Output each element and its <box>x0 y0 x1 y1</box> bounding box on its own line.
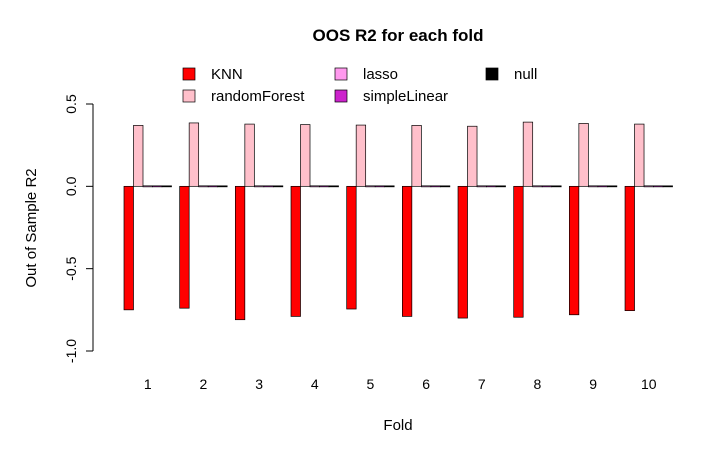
bar-null-fold-2 <box>217 185 228 188</box>
legend-swatch-lasso <box>334 67 348 81</box>
bar-KNN-fold-3 <box>234 185 246 321</box>
bar-KNN-fold-4 <box>290 185 301 317</box>
y-tick-label: -0.5 <box>63 256 79 280</box>
y-tick-label: -1.0 <box>63 339 79 363</box>
bar-simpleLinear-fold-7 <box>486 185 497 188</box>
legend: KNN randomForest lasso simpleLinear null <box>182 66 537 105</box>
x-tick-label: 4 <box>311 376 319 392</box>
bar-KNN-fold-10 <box>624 185 635 312</box>
x-axis-label: Fold <box>383 417 412 434</box>
legend-swatch-simpleLinear <box>334 89 348 103</box>
bar-simpleLinear-fold-8 <box>541 185 553 188</box>
bar-null-fold-8 <box>551 185 562 188</box>
legend-swatch-null <box>485 67 499 81</box>
bar-randomForest-fold-4 <box>300 124 311 187</box>
chart-title: OOS R2 for each fold <box>313 26 484 45</box>
bar-null-fold-3 <box>272 185 284 188</box>
bars <box>123 121 673 321</box>
bar-null-fold-1 <box>161 185 172 188</box>
bar-randomForest-fold-2 <box>188 122 200 187</box>
bar-randomForest-fold-7 <box>467 125 478 187</box>
bar-simpleLinear-fold-2 <box>207 185 219 188</box>
bar-null-fold-6 <box>440 185 451 188</box>
bar-KNN-fold-8 <box>513 185 524 318</box>
bar-randomForest-fold-1 <box>133 125 144 187</box>
bar-null-fold-4 <box>328 185 339 188</box>
y-axis: 0.5 0.0 -0.5 -1.0 <box>63 94 94 363</box>
bar-lasso-fold-10 <box>643 185 654 188</box>
y-axis-label: Out of Sample R2 <box>23 168 40 287</box>
x-tick-label: 5 <box>367 376 375 392</box>
bar-lasso-fold-3 <box>253 185 265 188</box>
bar-simpleLinear-fold-10 <box>653 185 664 188</box>
x-tick-label: 7 <box>478 376 486 392</box>
bar-lasso-fold-8 <box>532 185 543 188</box>
bar-simpleLinear-fold-4 <box>319 185 330 188</box>
bar-randomForest-fold-9 <box>578 123 589 187</box>
bar-lasso-fold-6 <box>421 185 432 188</box>
bar-lasso-fold-5 <box>365 185 376 188</box>
bar-KNN-fold-5 <box>346 185 357 310</box>
bar-KNN-fold-7 <box>457 185 468 319</box>
legend-swatch-randomForest <box>182 89 196 103</box>
legend-label-lasso: lasso <box>363 66 398 83</box>
bar-randomForest-fold-3 <box>244 123 255 187</box>
x-tick-label: 8 <box>534 376 542 392</box>
legend-label-randomForest: randomForest <box>211 88 305 105</box>
bar-simpleLinear-fold-6 <box>430 185 441 188</box>
bar-lasso-fold-2 <box>198 185 209 188</box>
legend-swatch-KNN <box>182 67 196 81</box>
y-tick-label: 0.0 <box>63 176 79 196</box>
bar-null-fold-10 <box>662 185 673 188</box>
bar-null-fold-7 <box>495 185 506 188</box>
legend-label-null: null <box>514 66 537 83</box>
bar-randomForest-fold-5 <box>355 124 367 187</box>
bar-KNN-fold-6 <box>402 185 413 317</box>
bar-randomForest-fold-10 <box>634 123 645 187</box>
bar-null-fold-5 <box>384 185 395 188</box>
bar-simpleLinear-fold-9 <box>597 185 608 188</box>
bar-lasso-fold-7 <box>476 185 487 188</box>
bar-simpleLinear-fold-1 <box>152 185 163 188</box>
bar-randomForest-fold-8 <box>522 121 534 187</box>
bar-KNN-fold-2 <box>179 185 190 309</box>
x-tick-label: 1 <box>144 376 152 392</box>
bar-KNN-fold-9 <box>569 185 580 316</box>
bar-simpleLinear-fold-5 <box>374 185 386 188</box>
bar-null-fold-9 <box>607 185 618 188</box>
legend-label-simpleLinear: simpleLinear <box>363 88 448 105</box>
bar-randomForest-fold-6 <box>411 125 422 187</box>
x-axis-ticks: 1 2 3 4 5 6 7 8 9 10 <box>144 376 657 392</box>
bar-simpleLinear-fold-3 <box>263 185 274 188</box>
x-tick-label: 6 <box>422 376 430 392</box>
x-tick-label: 10 <box>641 376 657 392</box>
bar-KNN-fold-1 <box>123 185 134 311</box>
bar-lasso-fold-4 <box>309 185 320 188</box>
x-tick-label: 2 <box>200 376 208 392</box>
bar-lasso-fold-9 <box>588 185 599 188</box>
x-tick-label: 9 <box>589 376 597 392</box>
bar-lasso-fold-1 <box>142 185 153 188</box>
x-tick-label: 3 <box>255 376 263 392</box>
legend-label-KNN: KNN <box>211 66 243 83</box>
y-tick-label: 0.5 <box>63 94 79 114</box>
